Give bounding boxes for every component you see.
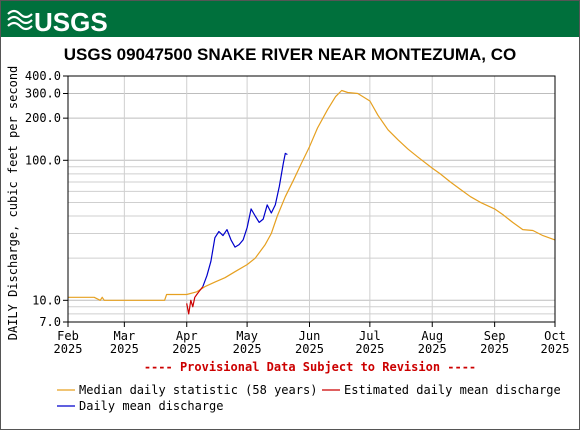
- y-tick-label: 200.0: [25, 111, 61, 125]
- legend-label: Median daily statistic (58 years): [79, 383, 317, 397]
- x-tick-label-year: 2025: [233, 342, 262, 356]
- x-tick-label-month: Jul: [359, 329, 381, 343]
- x-tick-label-year: 2025: [110, 342, 139, 356]
- series-line-daily-mean-discharge: [202, 152, 288, 287]
- series-layer: [68, 89, 556, 315]
- chart-title: USGS 09047500 SNAKE RIVER NEAR MONTEZUMA…: [64, 45, 517, 64]
- x-tick-label-year: 2025: [355, 342, 384, 356]
- x-tick-label-year: 2025: [480, 342, 509, 356]
- y-tick-label: 300.0: [25, 86, 61, 100]
- legend-label: Estimated daily mean discharge: [344, 383, 561, 397]
- x-tick-label-month: Mar: [114, 329, 136, 343]
- usgs-wave-icon: [7, 9, 33, 31]
- legend: Median daily statistic (58 years) Estimat…: [57, 383, 561, 413]
- y-tick-label: 10.0: [32, 293, 61, 307]
- x-axis-ticks: Feb2025Mar2025Apr2025May2025Jun2025Jul20…: [54, 322, 570, 356]
- x-tick-label-month: Oct: [544, 329, 566, 343]
- y-axis-label: DAILY Discharge, cubic feet per second: [6, 66, 20, 341]
- usgs-header-band: [1, 1, 579, 37]
- x-tick-label-year: 2025: [418, 342, 447, 356]
- x-tick-label-month: Apr: [176, 329, 198, 343]
- y-tick-label: 7.0: [39, 315, 61, 329]
- series-line-median-daily-statistic-58-years: [68, 89, 556, 301]
- x-tick-label-year: 2025: [541, 342, 570, 356]
- x-tick-label-month: Aug: [421, 329, 443, 343]
- legend-label: Daily mean discharge: [79, 399, 224, 413]
- x-tick-label-month: Sep: [484, 329, 506, 343]
- x-tick-label-year: 2025: [172, 342, 201, 356]
- usgs-logo-text: USGS: [34, 7, 108, 37]
- x-tick-label-year: 2025: [54, 342, 83, 356]
- plot-border: [67, 75, 556, 323]
- plot-area: [68, 76, 555, 322]
- series-line-estimated-daily-mean-discharge: [186, 286, 204, 315]
- x-tick-label-month: May: [236, 329, 258, 343]
- usgs-logo: USGS: [7, 7, 108, 37]
- y-axis-ticks: 400.0 300.0 200.0 100.0 10.0 7.0: [25, 69, 68, 329]
- y-tick-label: 400.0: [25, 69, 61, 83]
- x-tick-label-month: Jun: [299, 329, 321, 343]
- x-tick-label-month: Feb: [57, 329, 79, 343]
- y-tick-label: 100.0: [25, 153, 61, 167]
- x-tick-label-year: 2025: [295, 342, 324, 356]
- provisional-data-annotation: ---- Provisional Data Subject to Revisio…: [144, 360, 476, 374]
